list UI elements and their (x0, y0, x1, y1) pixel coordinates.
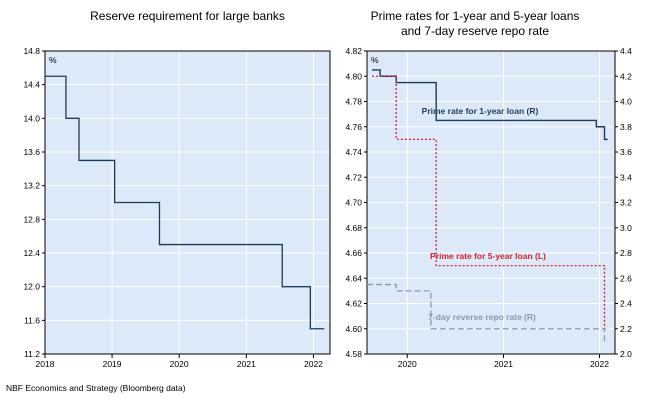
chart-2-left-tick-label: 4.72 (345, 172, 362, 182)
chart-2-left-tick-label: 4.70 (345, 198, 362, 208)
chart-1-y-tick-label: 14.8 (23, 46, 40, 56)
chart-2-title-line: and 7-day reserve repo rate (400, 24, 550, 38)
source-note: NBF Economics and Strategy (Bloomberg da… (6, 383, 186, 393)
chart-2-right-tick-label: 2.0 (620, 349, 632, 359)
chart-2-left-tick-label: 4.82 (345, 46, 362, 56)
chart-2-series-label: Prime rate for 1-year loan (R) (422, 106, 539, 116)
chart-1-y-tick-label: 11.6 (24, 315, 40, 325)
chart-2-series-label: Prime rate for 5-year loan (L) (430, 251, 546, 261)
chart-1-title: Reserve requirement for large banks (90, 9, 285, 23)
chart-1-y-tick-label: 12.4 (23, 248, 40, 258)
chart-2-series-label: 7-day reverse repo rate (R) (428, 312, 536, 322)
chart-2-title: Prime rates for 1-year and 5-year loans a… (325, 9, 625, 39)
chart-2-x-tick-label: 2020 (398, 359, 417, 369)
chart-2-x-tick-label: 2022 (590, 359, 609, 369)
chart-2-right-tick-label: 4.2 (620, 71, 632, 81)
chart-1-frame (44, 50, 331, 355)
chart-2-right-tick-label: 3.8 (620, 122, 632, 132)
chart-1-series-line (45, 75, 325, 330)
chart-2-left-tick-label: 4.58 (345, 349, 362, 359)
chart-1-y-tick-label: 12.0 (23, 282, 40, 292)
chart-2-left-tick-label: 4.80 (345, 71, 362, 81)
chart-2-right-tick-label: 2.4 (620, 299, 632, 309)
chart-1-y-tick-label: 14.0 (23, 113, 40, 123)
chart-2-series-line (367, 283, 608, 343)
chart-2-right-tick-label: 3.2 (620, 198, 632, 208)
chart-1-y-tick-label: 13.6 (23, 147, 40, 157)
chart-2-left-tick-label: 4.68 (345, 223, 362, 233)
chart-2-right-tick-label: 3.4 (620, 172, 632, 182)
chart-1-x-tick-label: 2019 (103, 359, 122, 369)
chart-1-y-tick-label: 13.2 (23, 181, 40, 191)
chart-2-right-tick-label: 2.2 (620, 324, 632, 334)
chart-2-left-tick-label: 4.66 (345, 248, 362, 258)
chart-2-left-tick-label: 4.78 (345, 97, 362, 107)
chart-1-plot-area (44, 50, 331, 355)
chart-2-right-tick-label: 4.0 (620, 97, 632, 107)
chart-2-series-line (371, 69, 608, 141)
chart-2-left-tick-label: 4.76 (345, 122, 362, 132)
chart-2-right-tick-label: 2.6 (620, 273, 632, 283)
chart-2-right-tick-label: 3.6 (620, 147, 632, 157)
chart-2-x-tick-label: 2021 (494, 359, 513, 369)
chart-1-y-tick-label: 11.2 (24, 349, 40, 359)
chart-2-left-tick-label: 4.60 (345, 324, 362, 334)
chart-1-x-tick-label: 2018 (36, 359, 55, 369)
chart-1-x-tick-label: 2020 (170, 359, 189, 369)
chart-1-unit-label: % (49, 55, 57, 65)
chart-2-left-tick-label: 4.74 (345, 147, 362, 157)
chart-1-y-tick-label: 14.4 (23, 80, 40, 90)
chart-2-right-tick-label: 3.0 (620, 223, 632, 233)
chart-2-left-tick-label: 4.62 (345, 299, 362, 309)
chart-2-right-tick-label: 4.4 (620, 46, 632, 56)
chart-1-x-tick-label: 2022 (304, 359, 323, 369)
chart-2-right-tick-label: 2.8 (620, 248, 632, 258)
chart-2-title-line: Prime rates for 1-year and 5-year loans (370, 9, 580, 23)
chart-2-unit-label: % (371, 55, 379, 65)
chart-1-x-tick-label: 2021 (237, 359, 256, 369)
chart-2-left-tick-label: 4.64 (345, 273, 362, 283)
chart-1-y-tick-label: 12.8 (23, 214, 40, 224)
chart-2-frame (366, 50, 616, 355)
